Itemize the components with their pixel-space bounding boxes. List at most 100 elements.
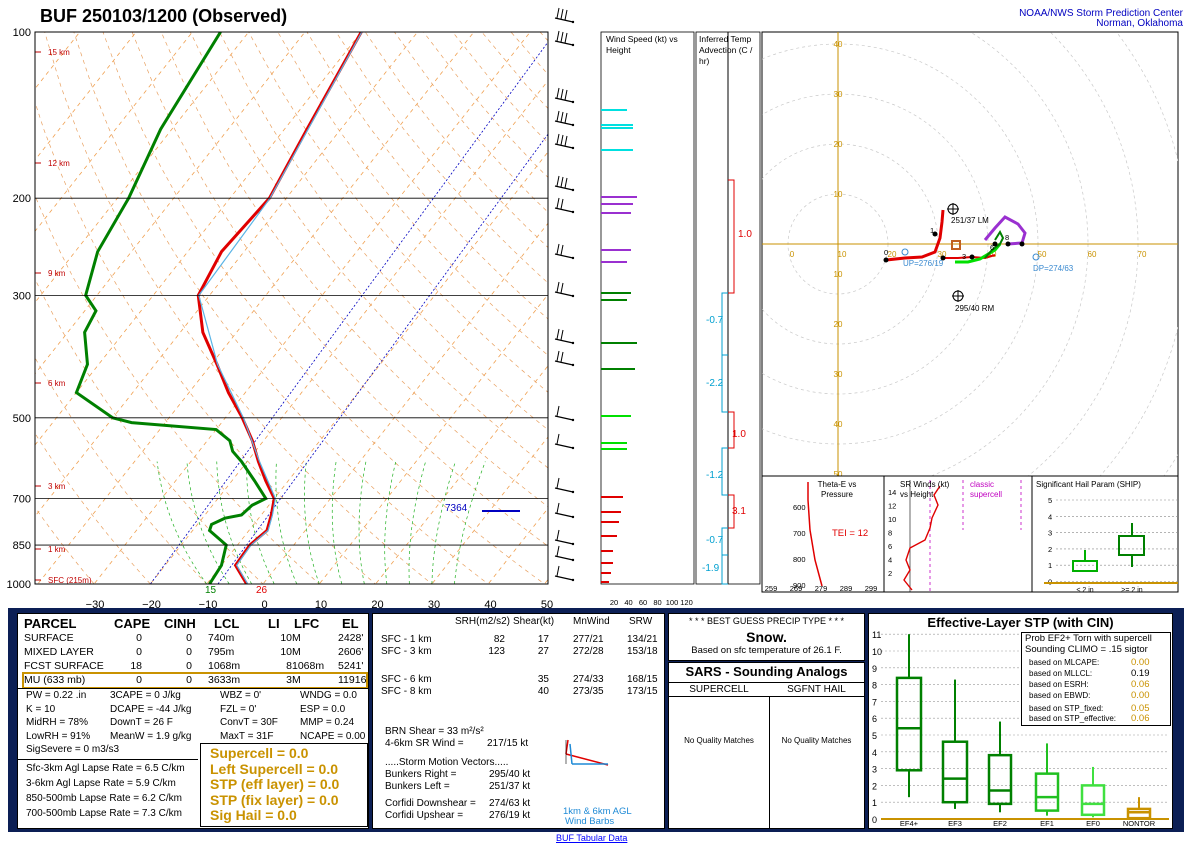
- col-cinh: CINH: [164, 616, 196, 631]
- parcel-cell: M: [292, 646, 301, 658]
- agency-name: NOAA/NWS Storm Prediction Center: [1019, 8, 1183, 19]
- prob-label: based on STP_effective:: [1029, 714, 1117, 723]
- thermo-value: MaxT = 31F: [220, 730, 274, 742]
- sr-winds-ytick: 2: [888, 569, 892, 578]
- pressure-tick: 500: [13, 413, 31, 425]
- temp-adv-label: -0.7: [706, 535, 724, 546]
- parcel-cell: M: [292, 632, 301, 644]
- wind-barb: [554, 529, 575, 546]
- sars-supercell-nomatch: No Quality Matches: [684, 736, 754, 745]
- sr-winds-ytick: 14: [888, 488, 896, 497]
- page-title: BUF 250103/1200 (Observed): [40, 6, 288, 26]
- svg-text:EF0: EF0: [1086, 819, 1100, 827]
- kin-cell: 123: [488, 646, 505, 657]
- stp-ytick: 7: [872, 697, 877, 707]
- thermo-value: K = 10: [26, 703, 56, 715]
- composites-box: [200, 743, 368, 827]
- pressure-tick: 700: [13, 493, 31, 505]
- parcel-cell: 795m: [208, 646, 235, 658]
- right-mover-label: 295/40 RM: [955, 304, 994, 313]
- agency-location: Norman, Oklahoma: [1096, 18, 1183, 29]
- stp-box-nontor: NONTOR: [1123, 797, 1156, 827]
- temp-tick: −30: [86, 599, 105, 610]
- hodo-trace-0-3: [885, 209, 945, 262]
- barb-caption-2: Wind Barbs: [565, 816, 615, 827]
- barb-caption-1: 1km & 6km AGL: [563, 806, 632, 817]
- prob-header: Prob EF2+ Torn with supercell: [1025, 633, 1152, 644]
- ship-ytick: 4: [1048, 512, 1052, 521]
- wind-barb: [554, 350, 575, 367]
- left-mover-label: 251/37 LM: [951, 216, 989, 225]
- temp-adv-label: -1.2: [706, 470, 724, 481]
- thermo-value: FZL = 0': [220, 703, 257, 715]
- wind-barb: [554, 87, 575, 104]
- precip-basis: Based on sfc temperature of 26.1 F.: [691, 645, 842, 656]
- wind-barb: [554, 328, 575, 345]
- kin-cell: 27: [537, 646, 549, 657]
- sfc-temp-label: 26: [256, 585, 268, 596]
- wind-barb: [554, 133, 575, 150]
- hodo-x-tick: 0: [790, 250, 795, 259]
- sfc-dewpoint-label: 15: [205, 585, 217, 596]
- stp-box-ef4plus: EF4+: [895, 634, 923, 827]
- kinematic-panel: SRH(m2/s2) Shear(kt) MnWind SRW SFC - 1 km 82…: [372, 613, 665, 829]
- parcel-cell: 0: [186, 632, 192, 644]
- series-virtual-temperature: [198, 32, 363, 584]
- vector-label: Corfidi Downshear =: [385, 798, 476, 809]
- sr-winds-ytick: 10: [888, 515, 896, 524]
- theta-e-xtick: 299: [865, 584, 878, 593]
- sars-sgfnt-nomatch: No Quality Matches: [781, 736, 852, 745]
- parcel-cell: 2606': [338, 646, 364, 658]
- parcel-cell: 10: [280, 646, 292, 658]
- parcel-cell: 0: [136, 632, 142, 644]
- parcel-cell: 3633m: [208, 674, 241, 686]
- prob-label: based on EBWD:: [1029, 691, 1091, 700]
- mu-highlight: [22, 672, 368, 689]
- downshear-label: DP=274/63: [1033, 264, 1074, 273]
- hodograph-chart: 0102030405060701020304050607010203040506…: [761, 31, 1179, 594]
- temp-adv-label: 1.0: [738, 229, 752, 240]
- prob-header: Sounding CLIMO = .15 sigtor: [1025, 644, 1148, 655]
- prob-label: based on STP_fixed:: [1029, 704, 1104, 713]
- wind-barb: [554, 197, 575, 214]
- temp-adv-bar: [721, 447, 728, 496]
- vector-value: 295/40 kt: [489, 769, 531, 780]
- temp-adv-bar: [728, 179, 735, 294]
- stp-box-ef3: EF3: [941, 679, 969, 827]
- tabular-data-link[interactable]: BUF Tabular Data: [556, 833, 628, 843]
- theta-e-ytick: 600: [793, 503, 806, 512]
- kin-header: Shear(kt): [513, 616, 555, 627]
- parcel-cell: MU (633 mb): [24, 674, 86, 686]
- sars-supercell-header: SUPERCELL: [689, 684, 749, 695]
- col-cape: CAPE: [114, 616, 151, 631]
- stp-ytick: 5: [872, 731, 877, 741]
- parcel-cell: M: [292, 674, 301, 686]
- lapse-rate: 700-500mb Lapse Rate = 7.3 C/km: [26, 808, 182, 819]
- temp-adv-bar: [728, 411, 735, 449]
- stp-panel: Effective-Layer STP (with CIN) 11 10 9 8 7 6 5…: [868, 613, 1173, 829]
- stp-ytick: 1: [872, 798, 877, 808]
- hodo-x-tick: 70: [1138, 250, 1147, 259]
- height-label: SFC (215m): [48, 576, 92, 585]
- wind-barb: [554, 565, 575, 582]
- parcel-cell: 10: [280, 632, 292, 644]
- precip-type: Snow.: [746, 629, 787, 645]
- kin-header: MnWind: [573, 616, 610, 627]
- stp-ytick: 11: [872, 631, 881, 640]
- ship-ytick: 1: [1048, 561, 1052, 570]
- composite-index: Supercell = 0.0: [210, 745, 309, 761]
- kin-cell: 274/33: [573, 674, 604, 685]
- sars-title: SARS - Sounding Analogs: [685, 664, 848, 679]
- kin-header: SRH(m2/s2): [455, 616, 511, 627]
- theta-e-ytick: 700: [793, 529, 806, 538]
- svg-text:EF4+: EF4+: [900, 819, 919, 827]
- sars-panel: SARS - Sounding Analogs SUPERCELL SGFNT …: [668, 662, 865, 829]
- composite-index: Sig Hail = 0.0: [210, 807, 297, 823]
- hodo-x-tick: 50: [1038, 250, 1047, 259]
- kin-cell: 173/15: [627, 686, 658, 697]
- thermo-value: ESP = 0.0: [300, 703, 346, 715]
- thermo-value: NCAPE = 0.00: [300, 730, 366, 742]
- theta-e-title: Theta-E vs Pressure: [817, 480, 857, 499]
- hodo-x-tick: 40: [988, 250, 997, 259]
